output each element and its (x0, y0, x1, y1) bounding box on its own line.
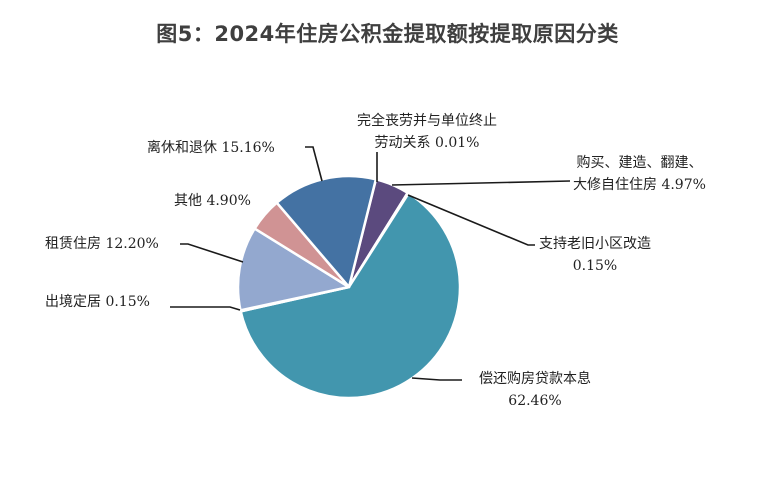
label-old-line1: 支持老旧小区改造 (539, 236, 651, 252)
label-buy-house: 购买、建造、翻建、 大修自住住房 4.97% (573, 152, 706, 196)
label-quit-job: 完全丧劳并与单位终止 劳动关系 0.01% (357, 110, 497, 154)
label-quit-line1: 完全丧劳并与单位终止 (357, 113, 497, 129)
label-abroad: 出境定居 0.15% (45, 294, 150, 310)
leader-line-abroad (170, 306, 241, 311)
label-buy-line1: 购买、建造、翻建、 (576, 155, 703, 171)
label-old-line2: 0.15% (572, 258, 618, 274)
leader-line-retire (305, 146, 323, 182)
label-retire: 离休和退休 15.16% (147, 140, 275, 156)
label-old-community: 支持老旧小区改造 0.15% (539, 233, 651, 277)
leader-line-buy (391, 180, 571, 186)
label-buy-line2: 大修自住住房 4.97% (573, 177, 706, 193)
pie-slice (236, 227, 351, 312)
leader-line-old (407, 194, 535, 246)
label-loan-repayment: 偿还购房贷款本息 62.46% (479, 368, 591, 412)
label-rent: 租赁住房 12.20% (45, 236, 159, 252)
pie-slices (236, 174, 462, 400)
label-other: 其他 4.90% (174, 193, 251, 209)
leader-line-loan (411, 377, 462, 381)
label-quit-line2: 劳动关系 0.01% (374, 135, 480, 151)
leader-lines (170, 146, 571, 381)
label-loan-line1: 偿还购房贷款本息 (479, 371, 591, 387)
label-loan-line2: 62.46% (508, 393, 562, 409)
chart-title: 图5：2024年住房公积金提取额按提取原因分类 (156, 22, 619, 46)
leader-line-rent (180, 243, 244, 263)
pie-slice (275, 174, 378, 289)
